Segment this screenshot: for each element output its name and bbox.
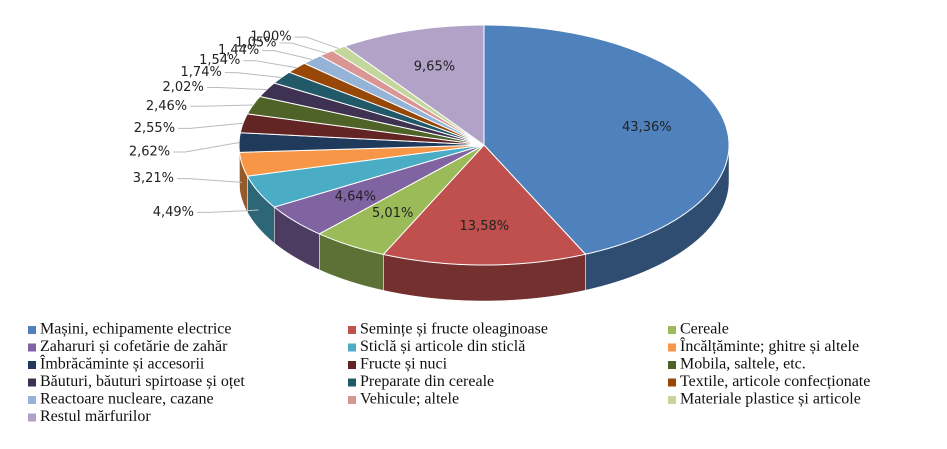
legend-swatch	[668, 396, 676, 404]
data-label: 1,74%	[181, 65, 222, 80]
leader-line	[178, 122, 244, 129]
leader-line	[279, 42, 327, 54]
slice	[483, 24, 730, 255]
legend-label: Restul mărfurilor	[40, 408, 151, 425]
legend-label: Cereale	[680, 321, 729, 338]
slice	[343, 24, 485, 146]
legend-label: Semințe și fructe oleaginoase	[360, 321, 548, 338]
leader-line	[197, 209, 259, 213]
data-label: 4,49%	[153, 205, 194, 220]
legend-label: Textile, articole confecționate	[680, 373, 870, 390]
legend-label: Reactoare nucleare, cazane	[40, 391, 214, 408]
data-label: 1,44%	[218, 43, 259, 58]
legend-label: Zaharuri și cofetărie de zahăr	[40, 338, 228, 355]
leader-line	[224, 72, 282, 79]
slice	[238, 144, 485, 177]
legend-swatch	[668, 326, 676, 334]
legend-label: Fructe și nuci	[360, 356, 448, 373]
data-label: 2,62%	[129, 144, 170, 159]
legend-swatch	[668, 361, 676, 369]
data-label: 1,05%	[235, 35, 276, 50]
data-label: 1,00%	[250, 30, 291, 45]
legend-swatch	[348, 343, 356, 352]
slice	[238, 132, 485, 153]
legend-swatch	[28, 396, 36, 404]
legend-swatch	[348, 378, 356, 387]
legend-swatch	[28, 326, 36, 334]
leader-line	[262, 50, 313, 60]
legend-swatch	[348, 326, 356, 334]
legend-swatch	[348, 361, 356, 369]
slice	[246, 144, 485, 208]
data-label: 2,46%	[146, 99, 187, 114]
legend-label: Mobila, saltele, etc.	[680, 356, 806, 373]
data-label: 43,36%	[622, 120, 672, 135]
legend-swatch	[348, 396, 356, 404]
data-label: 5,01%	[372, 206, 413, 221]
slice	[258, 82, 485, 146]
legend-label: Sticlă și articole din sticlă	[360, 338, 525, 355]
legend-swatch	[28, 378, 36, 387]
data-label: 1,54%	[199, 53, 240, 68]
legend-swatch	[28, 413, 36, 422]
data-label: 2,02%	[163, 80, 204, 95]
legend-label: Băuturi, băuturi spirtoase și oțet	[40, 373, 245, 390]
legend-label: Îmbrăcăminte și accesorii	[40, 354, 205, 373]
legend-swatch	[668, 378, 676, 387]
legend-label: Vehicule; altele	[360, 391, 459, 408]
leader-line	[177, 178, 243, 183]
slice	[273, 144, 485, 235]
data-label: 9,65%	[414, 60, 455, 75]
leader-line	[243, 60, 297, 69]
legend-label: Încălțăminte; ghitre și altele	[680, 336, 859, 355]
slice	[318, 144, 485, 255]
data-label: 13,58%	[460, 219, 510, 234]
data-label: 3,21%	[133, 171, 174, 186]
leader-line	[206, 86, 267, 91]
legend-label: Mașini, echipamente electrice	[40, 321, 231, 338]
leader-line	[173, 142, 240, 153]
data-label: 4,64%	[335, 189, 376, 204]
legend-swatch	[668, 343, 676, 352]
legend-label: Preparate din cereale	[360, 373, 494, 390]
slice	[382, 144, 587, 266]
leader-line	[294, 36, 339, 49]
data-label: 2,55%	[134, 121, 175, 136]
legend-swatch	[28, 361, 36, 369]
legend-label: Materiale plastice și articole	[680, 391, 861, 408]
leader-line	[190, 104, 253, 107]
legend-swatch	[28, 343, 36, 352]
